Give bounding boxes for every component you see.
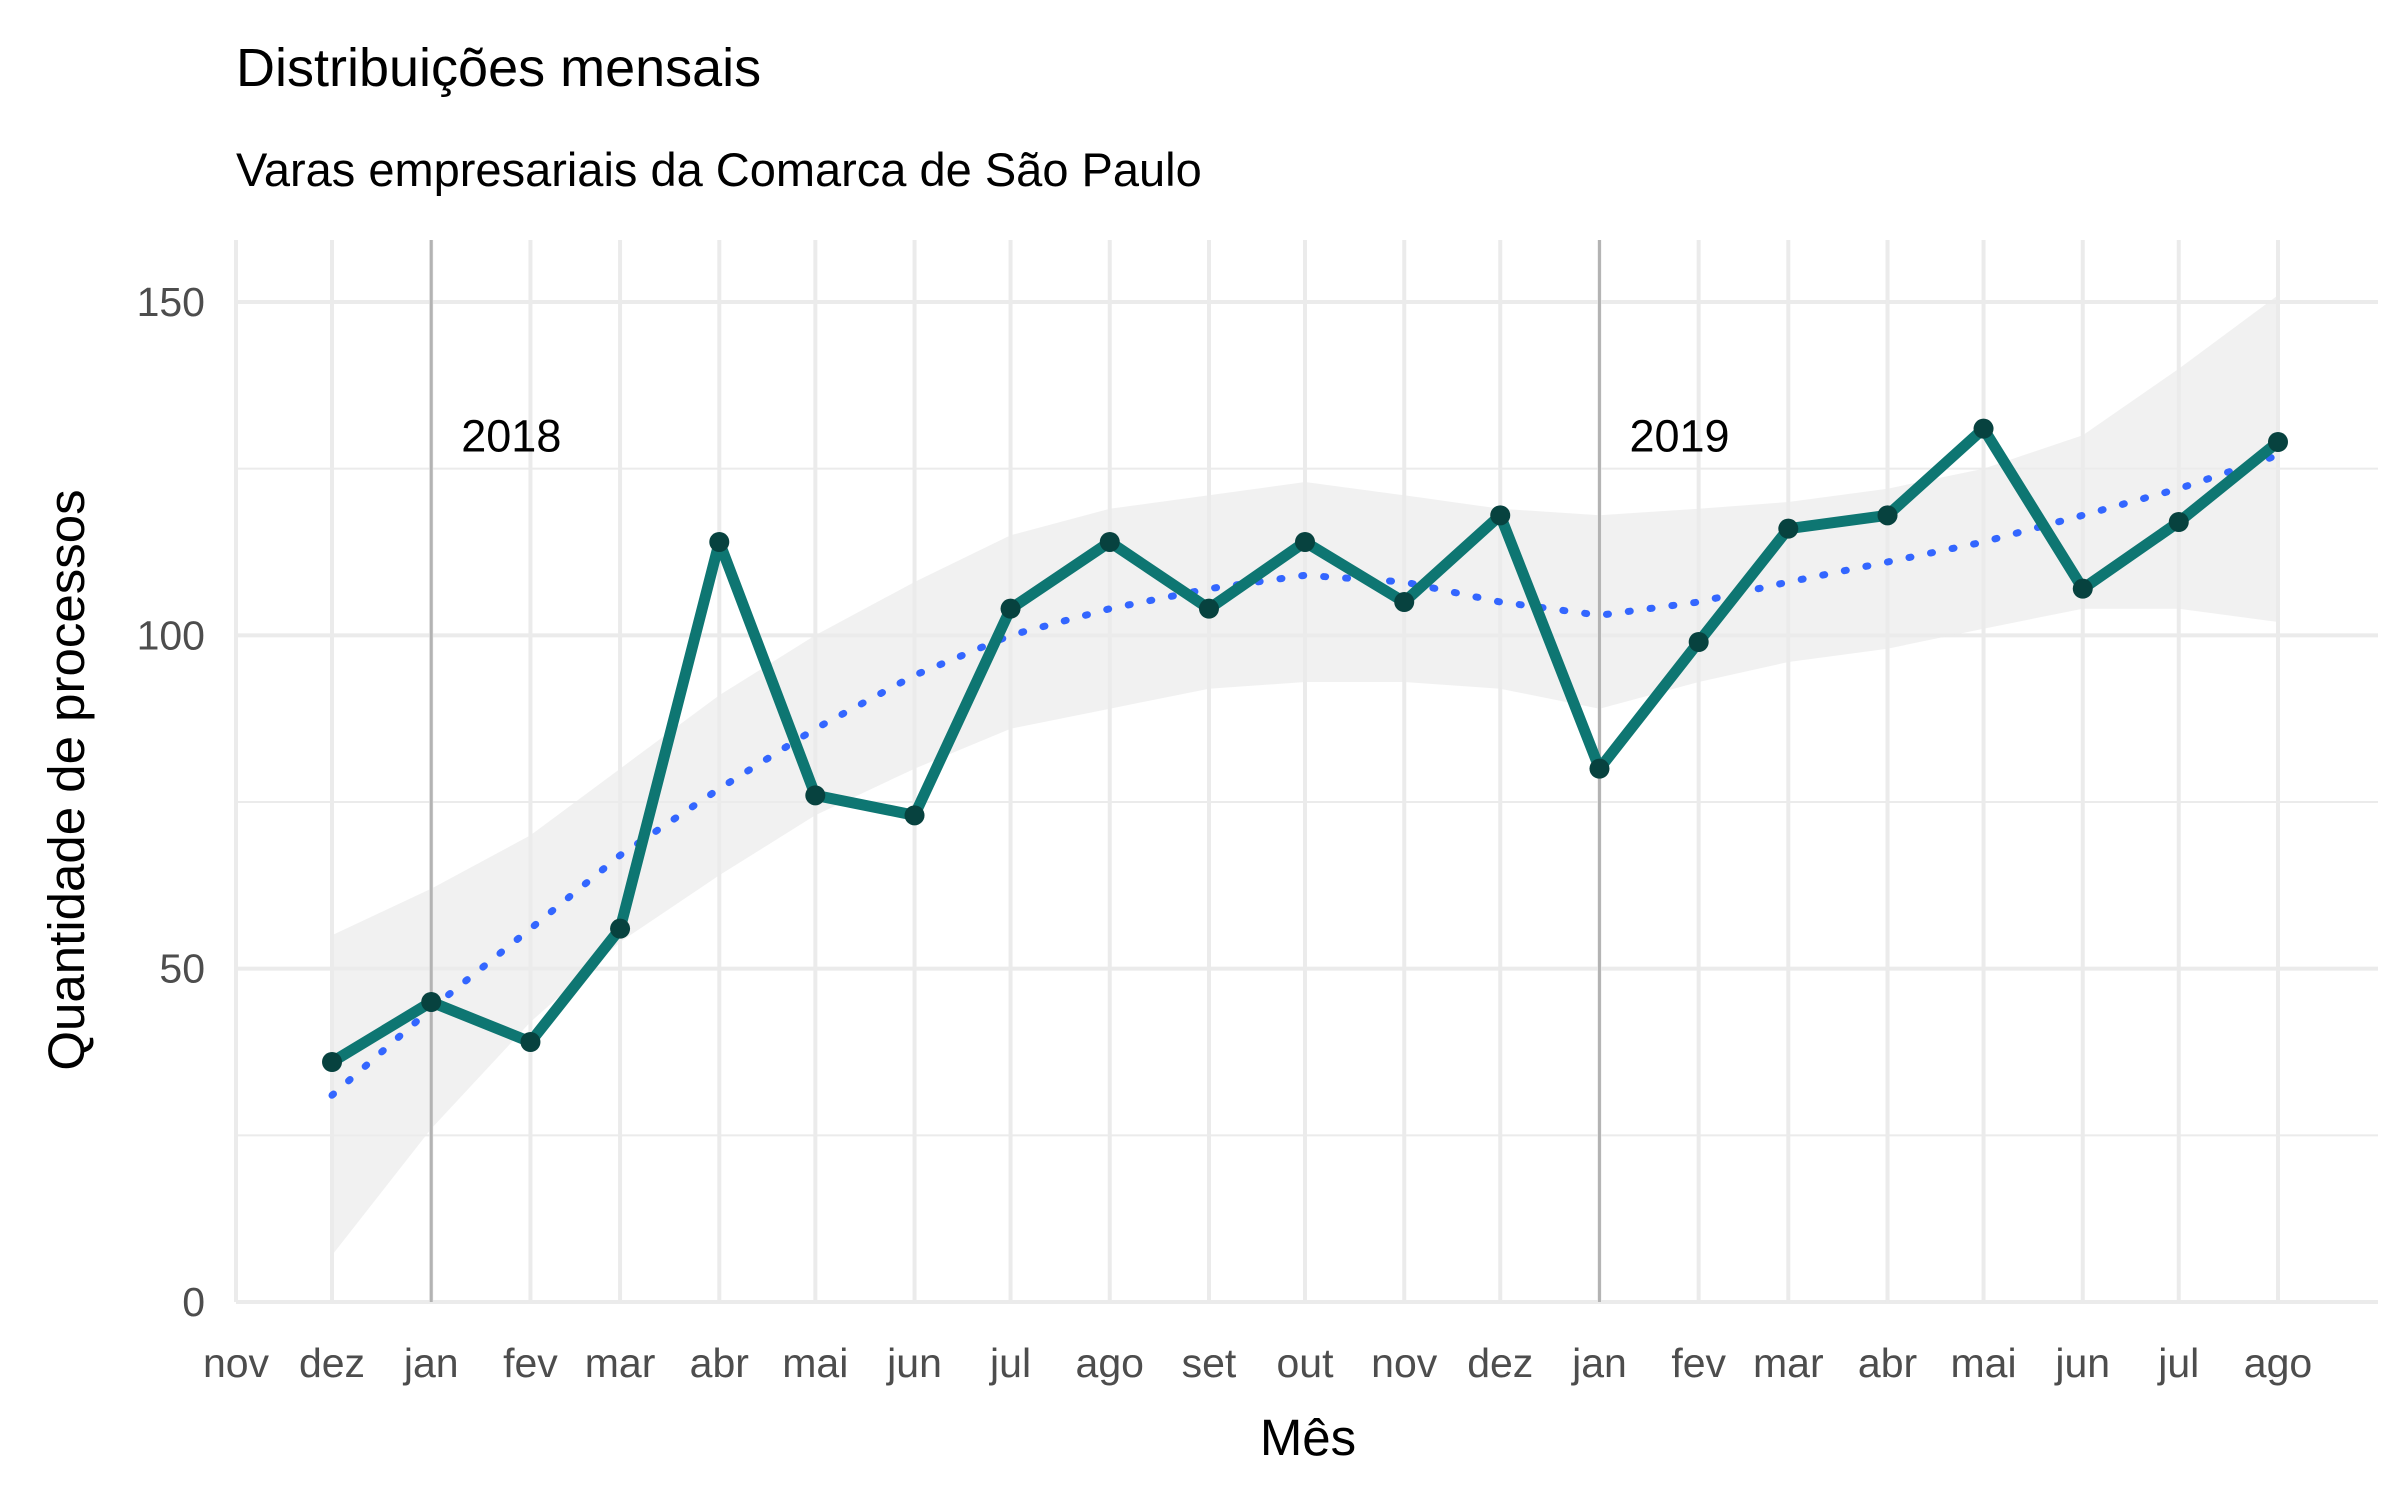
data-point: [1099, 532, 1120, 552]
year-label: 2018: [461, 410, 561, 461]
data-point: [1688, 632, 1709, 652]
year-label: 2019: [1629, 410, 1729, 461]
grid: [234, 240, 2378, 1304]
x-tick-label: ago: [2244, 1340, 2312, 1386]
data-point: [1198, 598, 1219, 619]
x-tick-label: mar: [1753, 1340, 1824, 1386]
x-tick-label: jan: [1571, 1340, 1627, 1386]
x-tick-label: dez: [1467, 1340, 1533, 1386]
data-point: [2268, 432, 2288, 452]
x-tick-label: jun: [886, 1340, 942, 1386]
x-tick-label: fev: [503, 1340, 558, 1386]
x-tick-label: jul: [989, 1340, 1031, 1386]
trend-line-layer: [328, 451, 2282, 1099]
y-tick-label: 50: [159, 946, 205, 992]
data-point: [610, 918, 631, 939]
x-tick-label: jul: [2157, 1340, 2199, 1386]
x-tick-label: fev: [1671, 1340, 1726, 1386]
x-tick-label: mar: [585, 1340, 656, 1386]
data-point: [1394, 592, 1415, 612]
data-point: [322, 1052, 343, 1072]
x-tick-label: mai: [1951, 1340, 2017, 1386]
data-point: [2072, 578, 2093, 599]
chart-title: Distribuições mensais: [236, 38, 761, 98]
x-tick-label: mai: [782, 1340, 848, 1386]
x-tick-label: ago: [1076, 1340, 1144, 1386]
x-tick-label: jan: [403, 1340, 459, 1386]
data-point: [805, 785, 826, 806]
data-point: [1589, 758, 1610, 779]
x-tick-label: abr: [690, 1340, 749, 1386]
trend-line: [328, 451, 2282, 1099]
data-point: [1877, 505, 1898, 526]
y-axis-title: Quantidade de processos: [38, 489, 95, 1070]
series-layer: [322, 418, 2288, 1072]
data-point: [1295, 532, 1316, 552]
y-tick-label: 0: [182, 1279, 205, 1325]
data-point: [1973, 418, 1994, 439]
x-tick-label: nov: [1371, 1340, 1438, 1386]
year-marker-layer: 2018 2019: [429, 240, 1730, 1302]
x-tick-label: jun: [2054, 1340, 2110, 1386]
x-tick-label: set: [1182, 1340, 1237, 1386]
data-point: [421, 992, 442, 1012]
data-point: [709, 532, 730, 552]
x-tick-label: dez: [299, 1340, 365, 1386]
x-tick-label: abr: [1858, 1340, 1917, 1386]
x-tick-label: nov: [203, 1340, 270, 1386]
x-axis-title: Mês: [1260, 1409, 1356, 1466]
y-tick-labels: 0 50 100 150: [137, 279, 205, 1325]
y-tick-label: 150: [137, 279, 205, 325]
data-point: [2168, 512, 2189, 532]
data-point: [1778, 518, 1799, 539]
x-tick-label: out: [1277, 1340, 1335, 1386]
y-tick-label: 100: [137, 612, 205, 658]
chart-subtitle: Varas empresariais da Comarca de São Pau…: [236, 143, 1202, 196]
data-point: [1000, 598, 1021, 619]
data-point: [520, 1032, 541, 1052]
data-point: [1490, 505, 1511, 526]
x-tick-labels: nov dez jan fev mar abr mai jun jul ago set out nov d…: [203, 1340, 2312, 1386]
data-point: [904, 805, 925, 826]
